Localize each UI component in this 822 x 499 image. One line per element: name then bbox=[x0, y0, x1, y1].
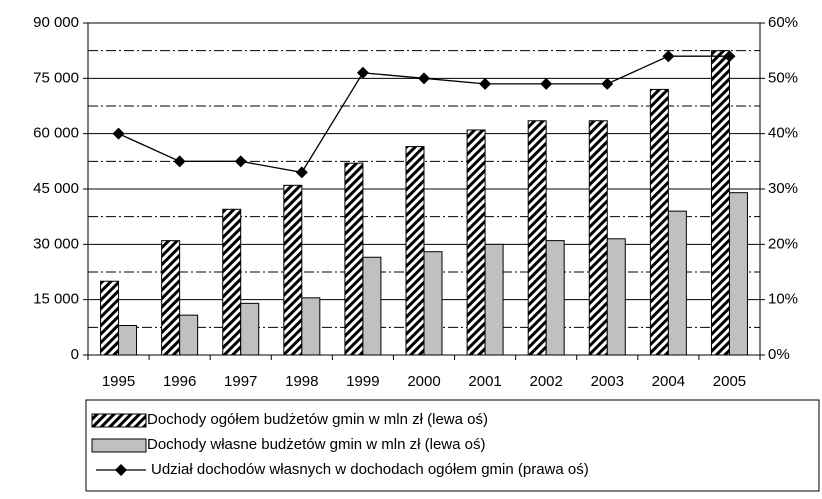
marker bbox=[234, 155, 247, 168]
bar bbox=[527, 120, 547, 356]
bar bbox=[466, 129, 486, 356]
marker bbox=[356, 66, 369, 79]
legend-swatch bbox=[91, 438, 147, 453]
x-tick-label: 2002 bbox=[529, 373, 562, 390]
bar bbox=[649, 88, 669, 356]
bar bbox=[301, 297, 321, 356]
x-tick-label: 1999 bbox=[346, 373, 379, 390]
bar bbox=[118, 324, 138, 356]
legend-label: Dochody własne budżetów gmin w mln zł (l… bbox=[147, 436, 485, 453]
legend-swatch bbox=[91, 413, 147, 428]
legend-box bbox=[85, 399, 820, 492]
y2-tick-label: 40% bbox=[768, 125, 798, 142]
marker bbox=[479, 77, 492, 90]
y-tick-label: 60 000 bbox=[33, 125, 79, 142]
x-tick-label: 2001 bbox=[468, 373, 501, 390]
bar bbox=[283, 184, 303, 356]
bar bbox=[222, 208, 242, 356]
y-tick-label: 0 bbox=[71, 346, 79, 363]
bar bbox=[484, 243, 504, 356]
y2-tick-label: 30% bbox=[768, 180, 798, 197]
y2-tick-label: 50% bbox=[768, 69, 798, 86]
x-tick-label: 2005 bbox=[713, 373, 746, 390]
bar bbox=[362, 256, 382, 356]
y2-tick-label: 20% bbox=[768, 235, 798, 252]
marker bbox=[112, 127, 125, 140]
x-tick-label: 1996 bbox=[163, 373, 196, 390]
legend-label: Udział dochodów własnych w dochodach ogó… bbox=[151, 461, 589, 478]
marker bbox=[662, 50, 675, 63]
marker bbox=[540, 77, 553, 90]
bar bbox=[405, 146, 425, 356]
x-tick-label: 2004 bbox=[652, 373, 685, 390]
bar bbox=[423, 251, 443, 356]
x-tick-label: 1995 bbox=[102, 373, 135, 390]
bar bbox=[588, 120, 608, 356]
bar bbox=[179, 314, 199, 356]
x-tick-label: 1997 bbox=[224, 373, 257, 390]
y-tick-label: 30 000 bbox=[33, 235, 79, 252]
legend-marker bbox=[115, 464, 127, 476]
marker bbox=[418, 72, 430, 85]
legend-label: Dochody ogółem budżetów gmin w mln zł (l… bbox=[147, 411, 488, 428]
marker bbox=[173, 155, 186, 168]
x-tick-label: 2003 bbox=[591, 373, 624, 390]
bar bbox=[667, 210, 687, 356]
bar bbox=[344, 162, 364, 356]
x-tick-label: 2000 bbox=[407, 373, 440, 390]
bar bbox=[240, 302, 260, 356]
y-tick-label: 75 000 bbox=[33, 69, 79, 86]
y-tick-label: 15 000 bbox=[33, 291, 79, 308]
bar bbox=[606, 238, 626, 356]
bar bbox=[545, 240, 565, 356]
y2-tick-label: 60% bbox=[768, 14, 798, 31]
y-tick-label: 90 000 bbox=[33, 14, 79, 31]
bar bbox=[728, 192, 748, 356]
marker bbox=[723, 50, 736, 63]
y-tick-label: 45 000 bbox=[33, 180, 79, 197]
bar bbox=[161, 240, 181, 356]
bar bbox=[710, 50, 730, 356]
x-tick-label: 1998 bbox=[285, 373, 318, 390]
marker bbox=[601, 77, 614, 90]
y2-tick-label: 0% bbox=[768, 346, 790, 363]
y2-tick-label: 10% bbox=[768, 291, 798, 308]
bar bbox=[100, 280, 120, 356]
marker bbox=[295, 166, 308, 179]
